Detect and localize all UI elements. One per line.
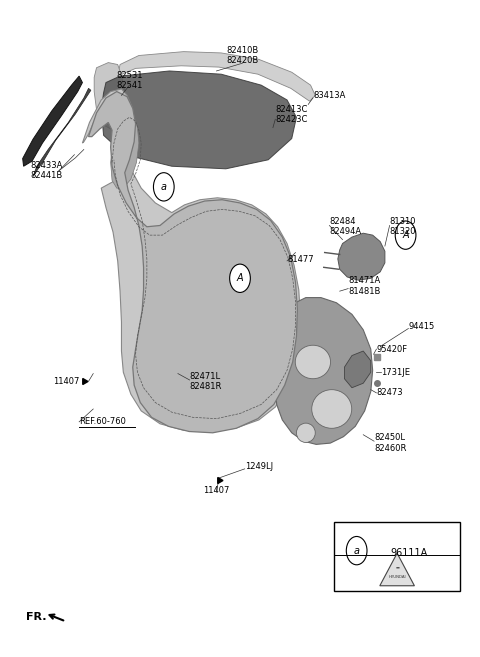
Text: 82410B
82420B: 82410B 82420B [226, 46, 258, 65]
Circle shape [346, 537, 367, 565]
Text: a: a [354, 545, 360, 556]
Polygon shape [380, 553, 414, 586]
Text: 82413C
82423C: 82413C 82423C [275, 105, 308, 124]
Text: HYUNDAI: HYUNDAI [388, 575, 406, 579]
Text: 95420F: 95420F [376, 345, 408, 353]
Text: A: A [402, 230, 409, 240]
Text: 82450L
82460R: 82450L 82460R [374, 434, 407, 453]
Text: 82531
82541: 82531 82541 [116, 71, 143, 90]
Text: FR.: FR. [26, 612, 47, 622]
Text: 94415: 94415 [408, 322, 435, 331]
Text: 82484
82494A: 82484 82494A [329, 217, 361, 237]
Text: 81310
81320: 81310 81320 [390, 217, 416, 237]
Polygon shape [118, 52, 315, 101]
Polygon shape [88, 91, 298, 433]
Circle shape [154, 173, 174, 201]
Text: 96111A: 96111A [391, 547, 428, 558]
Text: 11407: 11407 [53, 377, 79, 386]
Polygon shape [345, 351, 371, 388]
Text: 81477: 81477 [287, 255, 313, 264]
Ellipse shape [312, 390, 352, 428]
Text: 11407: 11407 [204, 486, 229, 495]
Polygon shape [83, 89, 300, 432]
Polygon shape [94, 62, 125, 129]
Ellipse shape [297, 423, 315, 442]
Polygon shape [23, 76, 83, 166]
Circle shape [229, 264, 251, 292]
FancyBboxPatch shape [334, 522, 460, 591]
Text: 81471A
81481B: 81471A 81481B [348, 277, 381, 296]
Text: 82471L
82481R: 82471L 82481R [190, 372, 222, 391]
Text: 82473: 82473 [376, 388, 403, 397]
Circle shape [395, 221, 416, 249]
Text: A: A [237, 273, 243, 283]
Text: a: a [161, 182, 167, 192]
Text: 82433A
82441B: 82433A 82441B [31, 161, 63, 181]
Polygon shape [275, 298, 372, 444]
Text: ▬: ▬ [395, 566, 399, 570]
Text: 83413A: 83413A [313, 91, 345, 100]
Polygon shape [110, 115, 139, 188]
Text: 1249LJ: 1249LJ [245, 463, 273, 472]
Ellipse shape [295, 345, 331, 378]
Polygon shape [101, 71, 297, 169]
Text: REF.60-760: REF.60-760 [79, 417, 126, 426]
Polygon shape [338, 233, 385, 281]
Text: 1731JE: 1731JE [381, 368, 410, 376]
Polygon shape [33, 88, 91, 177]
